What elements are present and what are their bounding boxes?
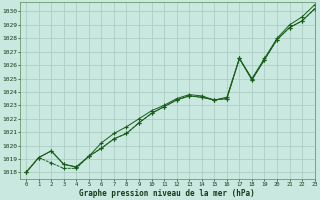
X-axis label: Graphe pression niveau de la mer (hPa): Graphe pression niveau de la mer (hPa)	[79, 189, 255, 198]
